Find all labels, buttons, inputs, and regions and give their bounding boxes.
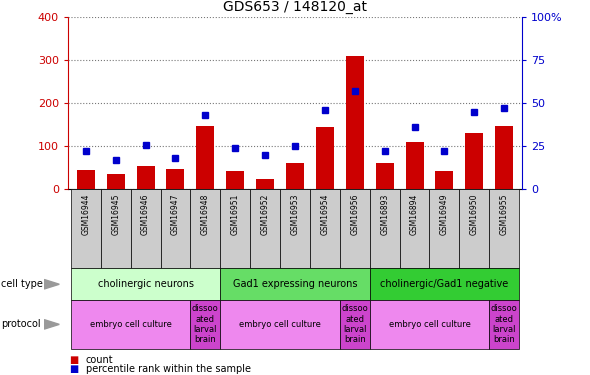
Bar xyxy=(71,189,101,268)
Text: GSM16945: GSM16945 xyxy=(111,194,120,235)
Text: GSM16948: GSM16948 xyxy=(201,194,210,235)
Bar xyxy=(376,163,394,189)
Bar xyxy=(107,174,124,189)
Bar xyxy=(160,189,191,268)
Text: cholinergic/Gad1 negative: cholinergic/Gad1 negative xyxy=(381,279,509,289)
Text: embryo cell culture: embryo cell culture xyxy=(389,320,470,329)
Polygon shape xyxy=(44,320,59,329)
Bar xyxy=(101,189,130,268)
Text: GSM16954: GSM16954 xyxy=(320,194,329,235)
Bar xyxy=(435,171,453,189)
Bar xyxy=(250,189,280,268)
Polygon shape xyxy=(44,279,59,289)
Text: embryo cell culture: embryo cell culture xyxy=(90,320,172,329)
Bar xyxy=(256,178,274,189)
Bar xyxy=(196,126,214,189)
Bar xyxy=(489,189,519,268)
Bar xyxy=(71,268,220,300)
Text: GSM16951: GSM16951 xyxy=(231,194,240,235)
Text: dissoo
ated
larval
brain: dissoo ated larval brain xyxy=(491,304,517,345)
Text: ■: ■ xyxy=(70,364,79,374)
Bar xyxy=(71,300,191,349)
Bar xyxy=(191,189,220,268)
Text: GSM16893: GSM16893 xyxy=(380,194,389,235)
Bar xyxy=(166,169,185,189)
Bar xyxy=(399,189,430,268)
Text: GSM16946: GSM16946 xyxy=(141,194,150,235)
Bar xyxy=(226,171,244,189)
Bar xyxy=(340,300,370,349)
Text: protocol: protocol xyxy=(1,320,41,329)
Bar xyxy=(130,189,160,268)
Text: GSM16956: GSM16956 xyxy=(350,194,359,235)
Bar xyxy=(77,170,95,189)
Text: dissoo
ated
larval
brain: dissoo ated larval brain xyxy=(342,304,368,345)
Bar xyxy=(340,189,370,268)
Bar xyxy=(137,166,155,189)
Text: embryo cell culture: embryo cell culture xyxy=(239,320,321,329)
Bar xyxy=(286,163,304,189)
Bar xyxy=(310,189,340,268)
Text: percentile rank within the sample: percentile rank within the sample xyxy=(86,364,251,374)
Text: cell type: cell type xyxy=(1,279,43,289)
Text: ■: ■ xyxy=(70,355,79,365)
Bar xyxy=(220,300,340,349)
Text: GSM16952: GSM16952 xyxy=(261,194,270,235)
Bar xyxy=(370,189,399,268)
Text: Gad1 expressing neurons: Gad1 expressing neurons xyxy=(232,279,358,289)
Bar xyxy=(370,268,519,300)
Bar xyxy=(370,300,489,349)
Text: GSM16955: GSM16955 xyxy=(500,194,509,235)
Text: GSM16949: GSM16949 xyxy=(440,194,449,235)
Text: cholinergic neurons: cholinergic neurons xyxy=(97,279,194,289)
Bar xyxy=(346,56,364,189)
Title: GDS653 / 148120_at: GDS653 / 148120_at xyxy=(223,0,367,15)
Bar xyxy=(191,300,220,349)
Text: GSM16953: GSM16953 xyxy=(290,194,300,235)
Bar xyxy=(220,189,250,268)
Text: GSM16944: GSM16944 xyxy=(81,194,90,235)
Bar xyxy=(466,134,483,189)
Bar xyxy=(316,127,334,189)
Bar xyxy=(460,189,489,268)
Text: dissoo
ated
larval
brain: dissoo ated larval brain xyxy=(192,304,219,345)
Text: GSM16947: GSM16947 xyxy=(171,194,180,235)
Bar xyxy=(430,189,460,268)
Text: count: count xyxy=(86,355,113,365)
Bar xyxy=(280,189,310,268)
Bar xyxy=(489,300,519,349)
Text: GSM16894: GSM16894 xyxy=(410,194,419,235)
Bar xyxy=(495,126,513,189)
Bar xyxy=(220,268,370,300)
Text: GSM16950: GSM16950 xyxy=(470,194,479,235)
Bar xyxy=(405,142,424,189)
